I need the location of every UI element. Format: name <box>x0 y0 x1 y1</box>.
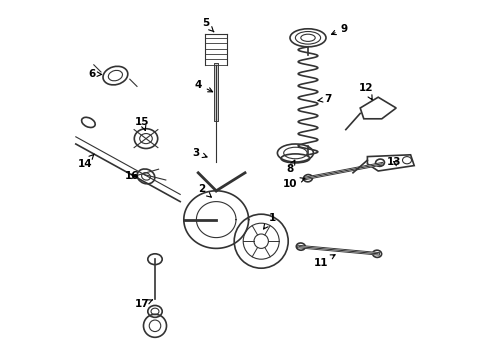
Text: 15: 15 <box>135 117 149 130</box>
Text: 11: 11 <box>313 255 335 268</box>
Text: 2: 2 <box>198 184 211 197</box>
Text: 14: 14 <box>77 154 94 169</box>
Text: 17: 17 <box>135 299 152 309</box>
Text: 16: 16 <box>124 171 139 181</box>
Text: 12: 12 <box>358 83 373 100</box>
Text: 3: 3 <box>193 148 207 158</box>
Text: 13: 13 <box>387 157 402 167</box>
Text: 6: 6 <box>88 69 102 79</box>
Text: 8: 8 <box>286 160 295 174</box>
Text: 4: 4 <box>195 80 213 92</box>
Text: 1: 1 <box>264 213 275 229</box>
Text: 10: 10 <box>283 178 305 189</box>
Text: 9: 9 <box>331 24 347 35</box>
Text: 7: 7 <box>318 94 332 104</box>
Text: 5: 5 <box>202 18 214 32</box>
